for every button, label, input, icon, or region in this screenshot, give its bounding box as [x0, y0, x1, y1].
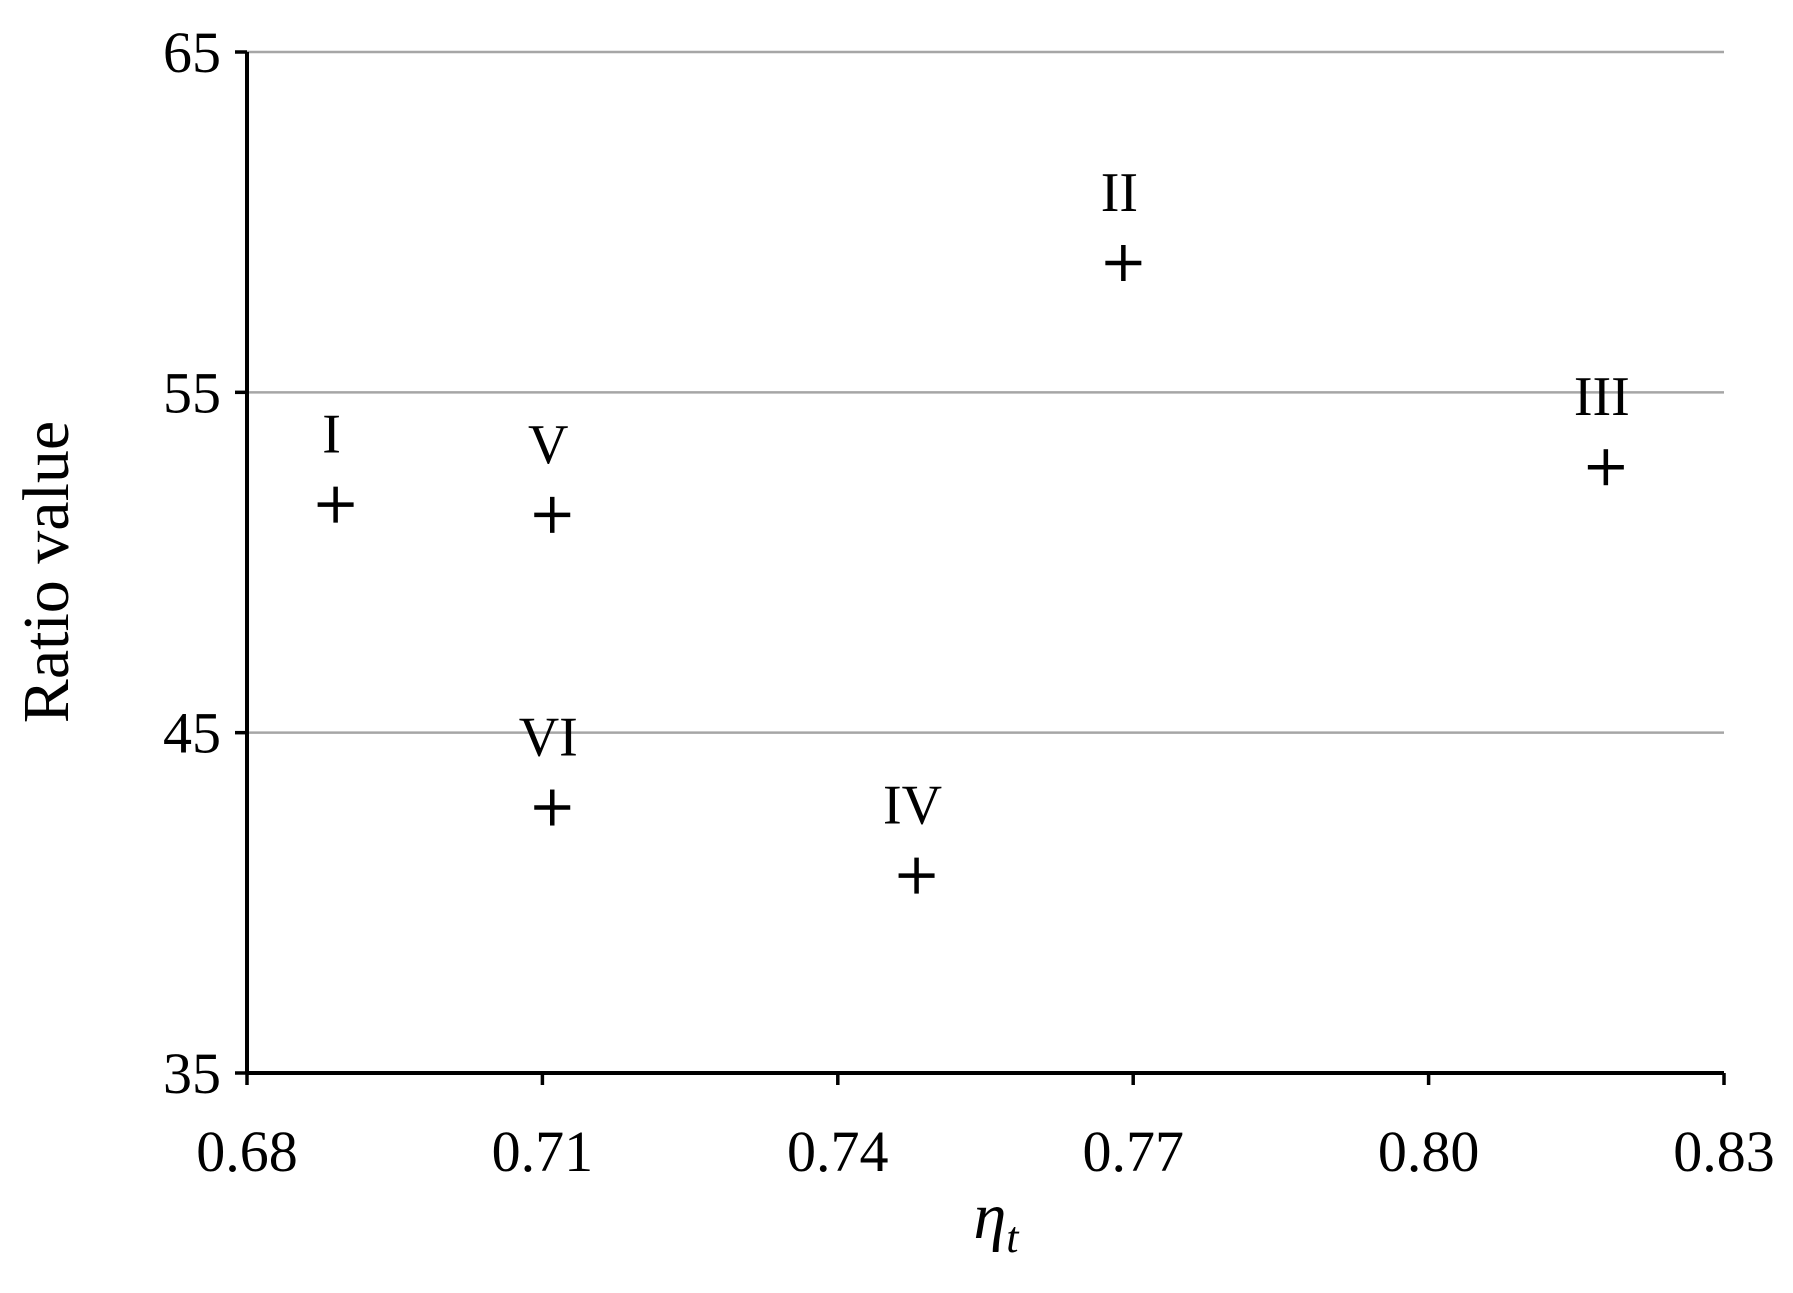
- data-point-V: V: [528, 414, 571, 533]
- x-tick-label: 0.74: [787, 1119, 889, 1184]
- point-label: VI: [519, 707, 578, 769]
- point-label: V: [528, 414, 568, 476]
- x-tick-label: 0.83: [1673, 1119, 1775, 1184]
- x-tick-label: 0.71: [492, 1119, 594, 1184]
- data-point-II: II: [1101, 162, 1142, 282]
- grid-lines: [247, 50, 1724, 734]
- data-point-VI: VI: [519, 707, 578, 826]
- data-point-IV: IV: [883, 775, 942, 894]
- point-label: III: [1574, 366, 1630, 428]
- x-axis-title-subscript: t: [1006, 1213, 1020, 1262]
- x-tick-label: 0.80: [1378, 1119, 1480, 1184]
- data-point-I: I: [317, 404, 354, 523]
- y-tick-label: 45: [163, 701, 221, 766]
- axes: [235, 50, 1726, 1085]
- y-tick-label: 35: [163, 1041, 221, 1106]
- tick-labels: 35 45 55 65 0.68 0.71 0.74 0.77 0.80 0.83: [163, 20, 1775, 1184]
- y-tick-label: 55: [163, 360, 221, 425]
- point-label: II: [1101, 162, 1138, 224]
- data-point-III: III: [1574, 366, 1630, 486]
- y-tick-label: 65: [163, 20, 221, 85]
- x-axis-title-symbol: η: [974, 1180, 1007, 1253]
- point-label: I: [322, 404, 341, 466]
- y-axis-title: Ratio value: [10, 421, 83, 723]
- x-tick-label: 0.68: [196, 1119, 298, 1184]
- point-label: IV: [883, 775, 942, 837]
- x-tick-label: 0.77: [1082, 1119, 1184, 1184]
- axis-titles: Ratio value ηt: [10, 421, 1020, 1262]
- x-axis-title: ηt: [974, 1180, 1021, 1262]
